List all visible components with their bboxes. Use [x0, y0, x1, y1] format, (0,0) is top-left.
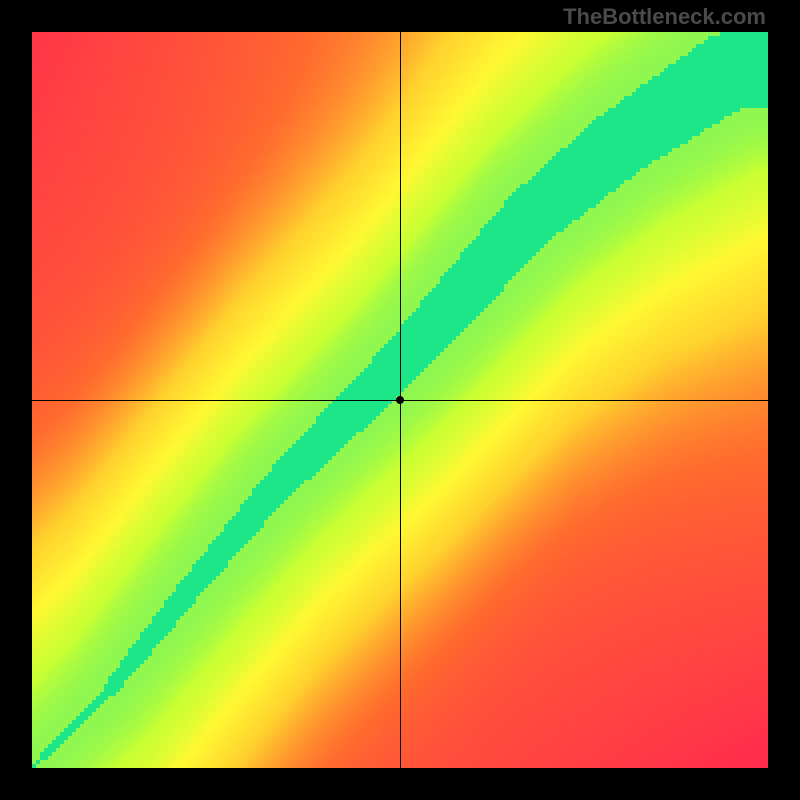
watermark-text: TheBottleneck.com: [563, 4, 766, 30]
crosshair-marker-dot: [396, 396, 404, 404]
chart-container: TheBottleneck.com: [0, 0, 800, 800]
